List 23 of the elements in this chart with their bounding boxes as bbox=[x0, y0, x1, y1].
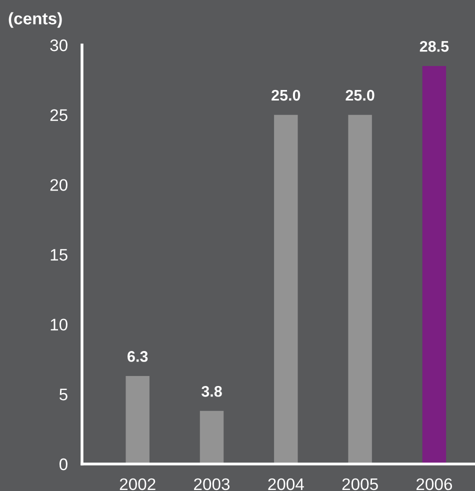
bar bbox=[422, 66, 446, 464]
bar bbox=[274, 114, 298, 464]
x-tick-label: 2005 bbox=[342, 478, 378, 490]
data-label: 3.8 bbox=[201, 386, 222, 397]
y-tick-label: 10 bbox=[50, 318, 68, 331]
data-label: 6.3 bbox=[128, 351, 148, 362]
bar bbox=[348, 114, 372, 464]
y-tick-label: 20 bbox=[50, 179, 68, 191]
data-label: 25.0 bbox=[346, 90, 374, 101]
x-tick-label: 2004 bbox=[268, 478, 304, 490]
bar bbox=[126, 376, 150, 464]
y-tick-label: 30 bbox=[50, 39, 68, 52]
y-axis-title: (cents) bbox=[8, 12, 62, 28]
x-tick-label: 2006 bbox=[416, 478, 452, 490]
y-tick-label: 25 bbox=[50, 109, 68, 122]
y-tick-label: 5 bbox=[60, 388, 68, 400]
bar bbox=[200, 410, 224, 464]
data-label: 25.0 bbox=[272, 90, 300, 101]
x-tick-label: 2002 bbox=[120, 478, 156, 490]
y-tick-label: 15 bbox=[50, 249, 68, 261]
data-label: 28.5 bbox=[420, 41, 449, 52]
x-tick-label: 2003 bbox=[194, 478, 230, 490]
y-tick-label: 0 bbox=[59, 458, 68, 470]
